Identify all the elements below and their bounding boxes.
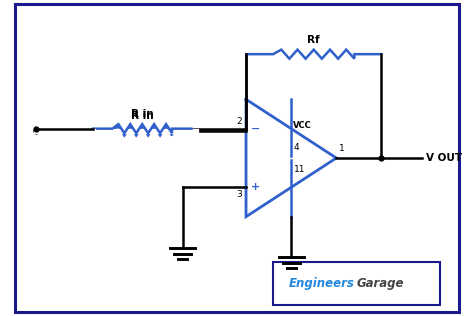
Text: R in: R in xyxy=(131,109,154,119)
Text: +: + xyxy=(251,182,261,192)
Text: V OUT: V OUT xyxy=(426,153,462,163)
FancyBboxPatch shape xyxy=(273,262,440,305)
Text: Rf: Rf xyxy=(308,35,320,45)
Text: 3: 3 xyxy=(237,190,242,198)
Text: Engineers: Engineers xyxy=(289,277,355,290)
Text: −: − xyxy=(251,124,261,134)
Text: R in: R in xyxy=(131,111,154,121)
Text: VCC: VCC xyxy=(293,121,312,130)
Text: 2: 2 xyxy=(237,118,242,126)
Text: 11: 11 xyxy=(294,165,305,174)
Text: 4: 4 xyxy=(294,143,300,152)
Text: 1: 1 xyxy=(339,143,345,153)
Text: Garage: Garage xyxy=(356,277,404,290)
